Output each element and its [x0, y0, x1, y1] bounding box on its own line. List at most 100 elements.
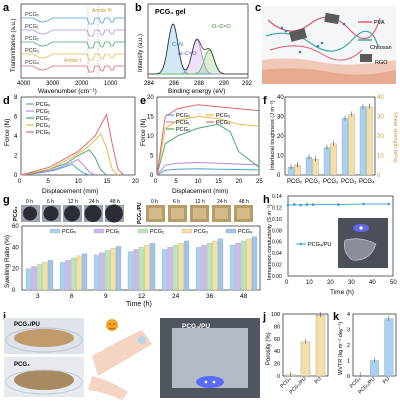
legend-label: PCG₀ [176, 113, 190, 119]
bar [370, 360, 379, 377]
panel-b-ylabel: Intensity (a.u.) [138, 34, 144, 72]
panel-letter-b: b [135, 2, 142, 14]
swelling-bar-2 [172, 245, 179, 291]
photo-time-label: 12 h [195, 199, 205, 205]
photo-label-pcg4pu-led: PCG₄/PU [182, 323, 210, 330]
swelling-bar-3 [212, 240, 218, 291]
hydrogel-sample [64, 205, 80, 222]
legend-swatch [137, 228, 149, 234]
hydrogel-sample [215, 208, 228, 219]
y-tick-label: 2 [14, 154, 18, 160]
swelling-photo-strip: 0 h 6 h 12 h 24 h 48 h 0 h 6 h 12 h 24 h 48 h [21, 199, 253, 223]
panel-h-xlabel: Time (h) [330, 289, 354, 296]
panel-letter-k: k [333, 311, 340, 323]
swelling-bar-4 [47, 260, 54, 291]
legend-label: PCG₁ [176, 120, 190, 126]
x-tick-label: 30 [348, 280, 355, 286]
y-tick-label: 0 [347, 374, 350, 380]
ftir-legend-label: PCG₀ [25, 12, 39, 18]
y-tick-label: 0 [277, 374, 280, 380]
conductivity-point [337, 203, 340, 206]
panel-c: c PVA Chitosan RGO [255, 2, 396, 84]
panel-j-ylabel: Porosity (%) [266, 332, 272, 365]
legend-rgo-label: RGO [375, 60, 388, 66]
panel-f-ylabel-right: Shear strength (kPa) [392, 112, 398, 163]
photo-row-label-right: PCG₄/PU [137, 202, 143, 224]
legend-label: PCG₀ [36, 102, 50, 108]
category-label: PCG₃ [341, 179, 357, 185]
photo-label-pcg4pu: PCG₄/PU [14, 322, 40, 328]
hydrogel-sample [193, 208, 206, 219]
swelling-bar-1 [201, 245, 207, 291]
conductivity-point [286, 203, 290, 207]
y-tick-label: 4 [14, 134, 18, 140]
wire-loop [344, 238, 377, 261]
arm-illustration-icon [88, 330, 152, 400]
y-tick-label: 0.04 [272, 251, 282, 257]
swelling-bar-1 [65, 260, 71, 291]
led-glow [196, 376, 224, 388]
x-tick-label: 40 [369, 280, 376, 286]
adhesion-bars [287, 103, 373, 176]
panel-letter-h: h [263, 194, 270, 206]
legend-label: PCG₂ [36, 116, 50, 122]
bar-1 [330, 143, 337, 176]
ftir-legend-label: PCG₁ [25, 24, 39, 30]
y-tick-label: 2 [347, 343, 350, 349]
swelling-bar-4 [81, 253, 88, 291]
y-tick-label: 5 [150, 154, 154, 160]
swelling-bar-0 [161, 249, 168, 291]
y-tick-left: 10 [277, 154, 284, 160]
x-tick-label: 0 [18, 179, 22, 185]
panel-i: i PCG₄/PU PCG₄ PCG₄/PU [3, 311, 260, 400]
y-tick-label: 40 [274, 349, 280, 355]
chitosan-particles [280, 22, 346, 54]
ftir-legend: PCG₀ PCG₁ PCG₂ PCG₃ PCG₄ [25, 12, 40, 66]
legend-label: PCG₃ [36, 123, 50, 129]
legend-label: PCG₁ [106, 229, 120, 235]
y-tick-left: 0 [277, 173, 281, 179]
photo-time-label: 48 h [110, 199, 120, 205]
swelling-bar-3 [178, 242, 184, 291]
legend-swatch [225, 228, 237, 234]
y-tick-left: 30 [277, 115, 284, 121]
panel-b: b PCG₄ gel C–N N–C=O O–C=O 284 286 288 2… [135, 2, 253, 95]
y-tick-label: 60 [12, 224, 19, 230]
category-label: PU [382, 376, 391, 385]
series-line-3 [20, 133, 119, 176]
photo-time-label: 6 h [173, 199, 180, 205]
panel-b-xtick-0: 284 [144, 81, 155, 87]
panel-h-frame [287, 195, 394, 277]
led-icon [212, 380, 216, 384]
legend-label: PCG₄ [216, 120, 231, 126]
x-tick-label: 20 [327, 280, 334, 286]
swelling-bar-2 [104, 250, 111, 291]
panel-letter-d: d [3, 95, 10, 107]
x-tick-label: 36 [206, 293, 214, 300]
series-line-4 [156, 104, 260, 176]
swelling-bar-1 [235, 242, 241, 291]
dish-rim [5, 369, 83, 395]
swelling-bar-2 [240, 240, 247, 291]
series-line-0 [156, 168, 260, 176]
panel-e-frame [156, 96, 260, 176]
series-line-4 [20, 113, 124, 176]
category-label: PCG₁ [305, 179, 320, 185]
hydrogel-sample [43, 206, 59, 221]
y-tick-label: 0.08 [272, 228, 282, 234]
panel-b-title: PCG₄ gel [155, 9, 186, 16]
panel-g-legend: PCG₀ PCG₁ PCG₂ PCG₃ PCG₄ [49, 228, 253, 235]
conductivity-point [299, 203, 302, 207]
swelling-bar-2 [70, 257, 77, 291]
panel-a-frame [20, 3, 126, 79]
y-tick-label: 40 [12, 245, 19, 251]
conductivity-point [311, 203, 315, 206]
polymer-network-strand [269, 45, 363, 61]
swelling-bar-0 [195, 247, 202, 291]
panel-e-xlabel: Displacement (mm) [172, 188, 228, 195]
x-tick-label: 15 [215, 179, 222, 185]
x-tick-label: 5 [174, 179, 178, 185]
x-tick-label: 50 [390, 280, 397, 286]
